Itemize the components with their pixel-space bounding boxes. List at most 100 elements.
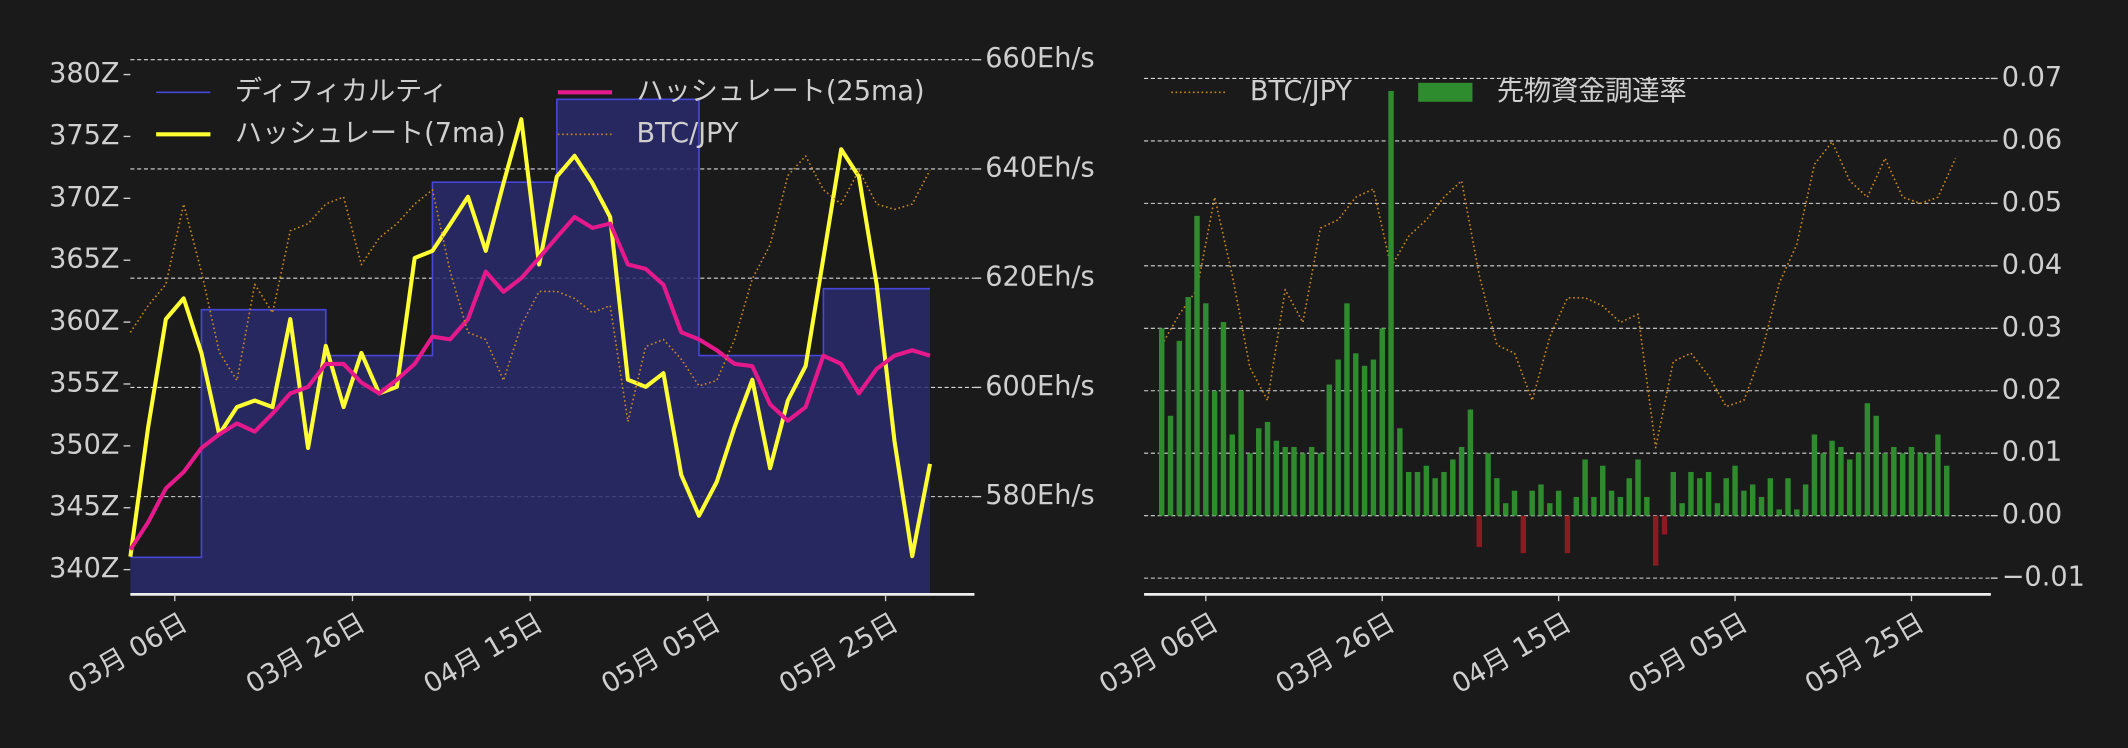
bar: [1891, 446, 1897, 516]
bar: [1379, 328, 1385, 516]
bar: [1944, 465, 1950, 516]
bar: [1802, 484, 1809, 516]
bar: [1247, 453, 1253, 516]
bar: [1591, 496, 1597, 516]
y-tick-label: 640Eh/s: [985, 152, 1094, 183]
bar: [1564, 515, 1571, 554]
bar: [1432, 478, 1438, 516]
bar: [1741, 490, 1747, 516]
bar: [1617, 496, 1624, 516]
bar: [1697, 478, 1703, 516]
line: [129, 155, 931, 423]
bar: [1538, 484, 1544, 516]
y-tick-label: 580Eh/s: [985, 480, 1094, 511]
bar: [1935, 434, 1941, 516]
bar: [1899, 453, 1906, 516]
bar: [1450, 459, 1456, 516]
legend-label: ハッシュレート(7ma): [235, 118, 506, 149]
bar: [1256, 428, 1262, 516]
bar: [1167, 415, 1174, 516]
y-tick-label: 380Z: [49, 58, 119, 89]
bar: [1458, 446, 1465, 516]
bar: [1838, 446, 1844, 516]
y-tick-label: 370Z: [49, 182, 119, 213]
bar: [1344, 303, 1350, 516]
bar: [1864, 403, 1871, 516]
bar: [1414, 471, 1421, 516]
bar: [1520, 515, 1527, 554]
bar: [1926, 453, 1932, 516]
y-tick-label: 365Z: [49, 244, 119, 275]
bar: [1829, 440, 1835, 516]
bar: [1361, 365, 1368, 516]
bar: [1644, 496, 1650, 516]
bar: [1220, 322, 1227, 516]
bar: [1688, 471, 1694, 516]
bar: [1679, 503, 1685, 516]
bar: [1608, 490, 1615, 516]
y-tick-label: 0.02: [2002, 374, 2062, 405]
bar: [1661, 515, 1668, 535]
y-tick-label: 355Z: [49, 367, 119, 398]
bar: [1547, 503, 1553, 516]
area: [130, 99, 931, 595]
bar: [1582, 459, 1588, 516]
y-tick-label: 360Z: [49, 306, 119, 337]
bar: [1635, 459, 1641, 516]
y-tick-label: 0.00: [2002, 499, 2062, 530]
bar: [1467, 409, 1474, 516]
bar: [1573, 496, 1579, 516]
legend-label: BTC/JPY: [637, 118, 739, 149]
bar: [1476, 515, 1482, 547]
bar: [1353, 353, 1359, 516]
bar: [1917, 453, 1924, 516]
bar: [1767, 478, 1774, 516]
y-tick-label: 345Z: [49, 491, 119, 522]
bar: [1317, 453, 1324, 516]
bar: [1811, 434, 1818, 516]
bar: [1388, 90, 1394, 516]
legend-label: ディフィカルティ: [235, 76, 448, 107]
y-tick-label: 0.03: [2002, 312, 2062, 343]
bar: [1714, 503, 1721, 516]
bar: [1273, 440, 1280, 516]
bar: [1705, 471, 1712, 516]
y-tick-label: 350Z: [49, 429, 119, 460]
legend-swatch: [1418, 82, 1473, 102]
bar: [1882, 453, 1888, 516]
bar: [1264, 421, 1271, 516]
bar: [1732, 465, 1738, 516]
bar: [1626, 478, 1632, 516]
bar: [1776, 509, 1782, 516]
bar: [1855, 453, 1862, 516]
bar: [1238, 390, 1244, 516]
bar: [1670, 471, 1677, 516]
bar: [1308, 446, 1315, 516]
bar: [1176, 340, 1183, 516]
y-tick-label: 620Eh/s: [985, 262, 1094, 293]
bar: [1873, 415, 1879, 516]
y-tick-label: 0.04: [2002, 249, 2062, 280]
y-tick-label: 0.05: [2002, 187, 2062, 218]
bar: [1908, 446, 1915, 516]
y-tick-label: 0.06: [2002, 124, 2062, 155]
bar: [1194, 215, 1200, 516]
bar: [1397, 428, 1403, 516]
bar: [1785, 478, 1791, 516]
bar: [1211, 390, 1218, 516]
bar: [1300, 453, 1306, 516]
y-tick-label: −0.01: [2002, 562, 2085, 593]
bar: [1494, 478, 1500, 516]
bar: [1820, 453, 1826, 516]
legend-label: 先物資金調達率: [1497, 76, 1687, 107]
line: [128, 214, 931, 551]
legend-label: BTC/JPY: [1250, 76, 1352, 107]
bar: [1158, 328, 1165, 516]
bar: [1203, 303, 1209, 516]
y-tick-label: 340Z: [49, 553, 119, 584]
bar: [1794, 509, 1800, 516]
bar: [1185, 297, 1191, 516]
bar: [1511, 490, 1518, 516]
y-tick-label: 375Z: [49, 120, 119, 151]
